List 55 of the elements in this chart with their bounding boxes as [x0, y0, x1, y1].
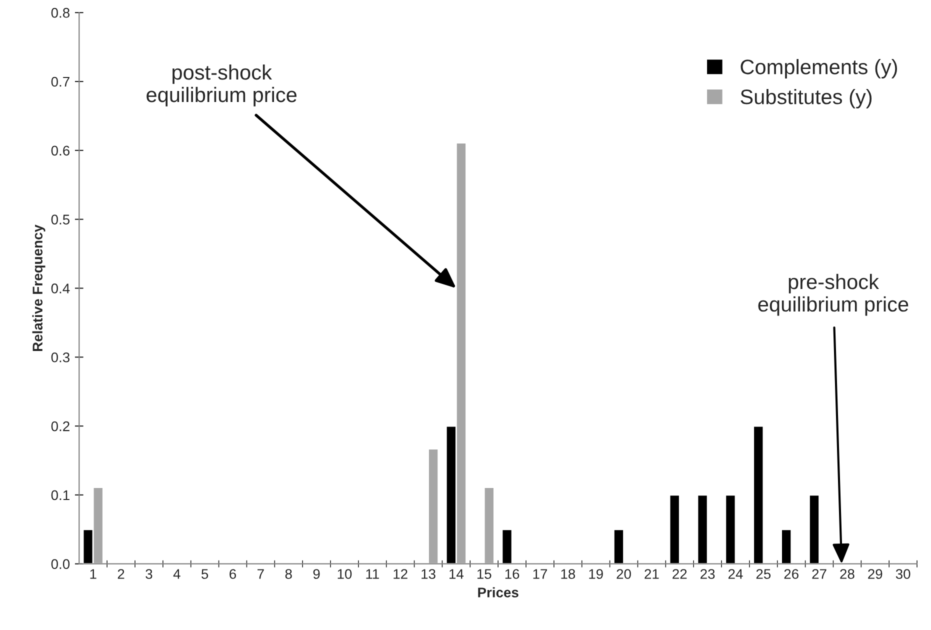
- bar: [428, 448, 440, 564]
- x-tick-label: 6: [230, 569, 236, 579]
- annotation: post-shock equilibrium price: [146, 64, 296, 106]
- x-axis-title: Prices: [478, 587, 518, 598]
- bar: [808, 494, 820, 564]
- x-tick-label: 29: [868, 569, 882, 579]
- x-tick-label: 19: [589, 569, 603, 579]
- y-tick-label: 0.1: [51, 490, 70, 500]
- y-tick-label: 0.2: [51, 421, 70, 432]
- x-tick-label: 24: [728, 569, 743, 579]
- bar: [613, 528, 624, 564]
- x-tick-label: 11: [366, 569, 379, 579]
- x-tick-label: 3: [146, 569, 152, 579]
- x-tick-label: 15: [477, 569, 492, 579]
- x-tick-label: 2: [118, 569, 124, 579]
- x-tick-label: 10: [338, 569, 352, 579]
- x-tick-label: 30: [896, 569, 910, 579]
- annotation: pre-shock equilibrium price: [758, 274, 908, 316]
- x-tick-label: 26: [784, 569, 798, 579]
- legend-label: Complements (y): [740, 59, 897, 78]
- x-tick-label: 27: [812, 569, 826, 579]
- y-tick-label: 0.4: [51, 284, 70, 294]
- y-tick-label: 0.5: [51, 214, 70, 224]
- x-tick-label: 9: [313, 569, 320, 579]
- legend-label: Substitutes (y): [740, 88, 872, 108]
- bar: [724, 494, 736, 564]
- y-axis-title: Relative Frequency: [32, 224, 46, 351]
- bar: [780, 528, 792, 564]
- x-tick-label: 18: [561, 569, 576, 579]
- x-tick-label: 4: [173, 569, 180, 579]
- x-tick-label: 21: [644, 569, 659, 579]
- bar: [752, 425, 764, 564]
- x-tick-label: 13: [422, 569, 436, 579]
- x-tick-label: 25: [756, 569, 771, 579]
- y-tick-label: 0.6: [51, 146, 70, 156]
- x-tick-label: 20: [616, 569, 631, 579]
- x-tick-label: 7: [258, 569, 264, 579]
- x-tick-label: 14: [450, 569, 464, 579]
- y-tick-label: 0.3: [51, 352, 70, 362]
- x-tick-label: 23: [700, 569, 715, 579]
- x-tick-label: 1: [90, 569, 96, 579]
- bar: [483, 486, 495, 564]
- x-tick-label: 12: [394, 569, 408, 579]
- x-tick-label: 28: [840, 569, 854, 579]
- y-tick-label: 0.8: [51, 8, 70, 18]
- x-tick-label: 5: [202, 569, 208, 579]
- x-tick-label: 17: [533, 569, 548, 579]
- bar: [501, 528, 513, 564]
- y-tick-label: 0.0: [51, 559, 70, 570]
- bar: [696, 494, 708, 564]
- bar: [668, 494, 680, 564]
- x-tick-label: 8: [285, 569, 292, 579]
- x-tick-label: 16: [505, 569, 520, 579]
- y-tick-label: 0.7: [51, 76, 70, 87]
- x-tick-label: 22: [672, 569, 687, 579]
